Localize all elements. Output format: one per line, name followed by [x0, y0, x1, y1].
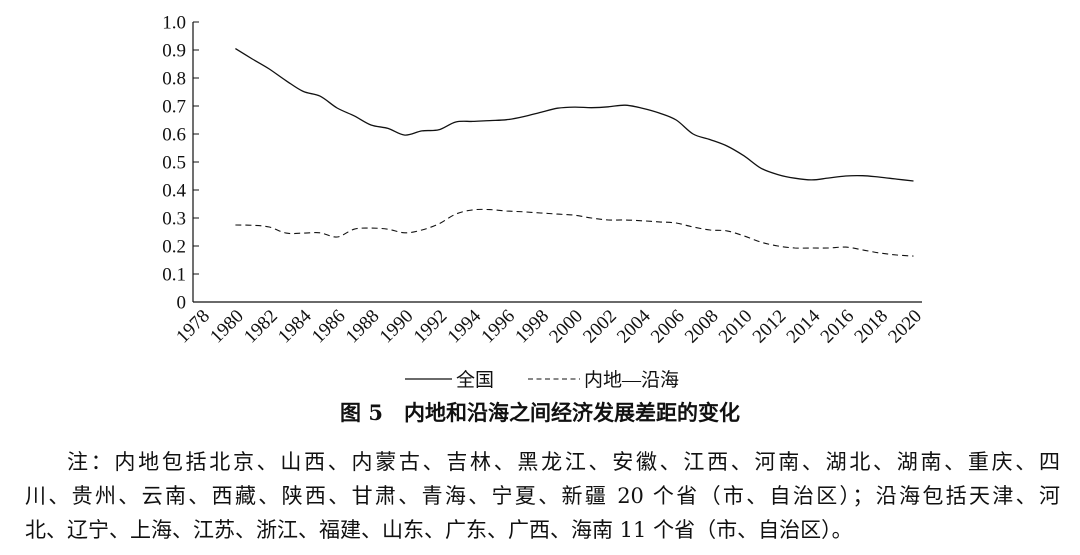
x-tick-label-1990: 1990 [376, 306, 418, 348]
y-tick-label-0.8: 0.8 [162, 69, 186, 90]
series-lines [235, 48, 914, 257]
y-tick-labels: 0 0.1 0.2 0.3 0.4 0.5 0.6 0.7 0.8 0.9 1.0 [162, 13, 199, 314]
series-line-inland-coastal [235, 208, 914, 257]
x-tick-label-2004: 2004 [613, 305, 655, 347]
y-tick-label-0.1: 0.1 [162, 265, 186, 286]
legend-label-inland-coastal: 内地—沿海 [584, 369, 679, 391]
figure-note: 注：内地包括北京、山西、内蒙古、吉林、黑龙江、安徽、江西、河南、湖北、湖南、重庆… [25, 445, 1060, 547]
y-tick-label-0.2: 0.2 [162, 237, 186, 258]
legend-item-national: 全国 [405, 369, 494, 391]
x-tick-label-1986: 1986 [308, 306, 350, 348]
x-tick-label-1980: 1980 [206, 306, 248, 348]
series-line-national [235, 48, 914, 182]
x-tick-label-2000: 2000 [545, 306, 587, 348]
legend: 全国 内地—沿海 [405, 369, 679, 391]
y-tick-label-0.4: 0.4 [162, 181, 186, 202]
y-tick-label-0.3: 0.3 [162, 209, 186, 230]
note-line: 川、贵州、云南、西藏、陕西、甘肃、青海、宁夏、新疆 20 个省（市、自治区）；沿… [25, 484, 1060, 508]
x-tick-label-1984: 1984 [274, 305, 316, 347]
x-tick-label-2012: 2012 [749, 306, 791, 348]
x-tick-label-2006: 2006 [647, 306, 689, 348]
y-tick-label-0: 0 [177, 293, 187, 314]
axes [192, 22, 922, 303]
figure-caption: 图 5 内地和沿海之间经济发展差距的变化 [340, 400, 740, 425]
x-tick-labels: 1978198019821984198619881990199219941996… [172, 305, 926, 347]
x-tick-label-2014: 2014 [783, 305, 825, 347]
x-tick-label-2008: 2008 [681, 306, 723, 348]
legend-label-national: 全国 [456, 369, 494, 391]
x-tick-label-1992: 1992 [410, 306, 452, 348]
x-tick-label-2010: 2010 [715, 306, 757, 348]
legend-item-inland-coastal: 内地—沿海 [528, 369, 679, 391]
x-tick-label-2018: 2018 [850, 306, 892, 348]
x-tick-label-2002: 2002 [579, 306, 621, 348]
x-tick-label-1998: 1998 [511, 306, 553, 348]
y-tick-label-0.6: 0.6 [162, 125, 186, 146]
note-line: 注：内地包括北京、山西、内蒙古、吉林、黑龙江、安徽、江西、河南、湖北、湖南、重庆… [67, 450, 1060, 474]
x-tick-label-1982: 1982 [240, 306, 282, 348]
line-chart: 0 0.1 0.2 0.3 0.4 0.5 0.6 0.7 0.8 0.9 1.0 19781980… [162, 13, 926, 392]
y-tick-label-1.0: 1.0 [162, 13, 186, 34]
y-tick-label-0.7: 0.7 [162, 97, 186, 118]
y-tick-label-0.5: 0.5 [162, 153, 186, 174]
x-tick-label-2020: 2020 [884, 306, 926, 348]
x-tick-label-1988: 1988 [342, 306, 384, 348]
x-tick-label-1996: 1996 [477, 306, 519, 348]
x-tick-label-2016: 2016 [817, 306, 859, 348]
note-line: 北、辽宁、上海、江苏、浙江、福建、山东、广东、广西、海南 11 个省（市、自治区… [25, 518, 853, 542]
x-tick-label-1994: 1994 [444, 305, 486, 347]
y-tick-label-0.9: 0.9 [162, 41, 186, 62]
